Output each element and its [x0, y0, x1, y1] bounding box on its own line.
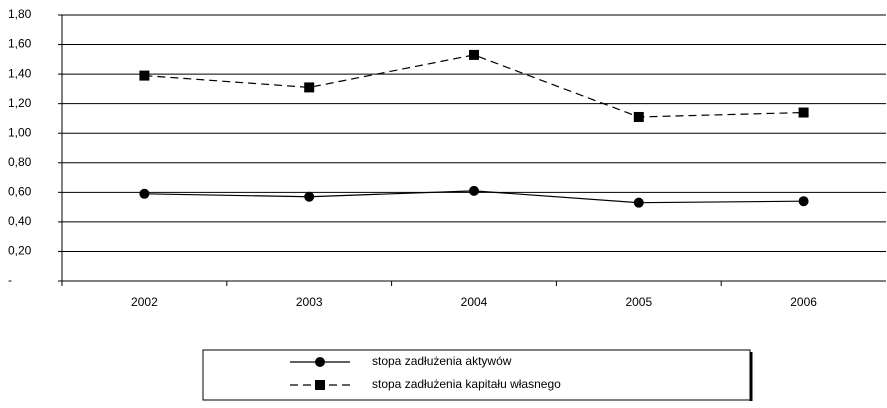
y-tick-label: 1,20 [8, 96, 32, 110]
y-tick-label: 1,60 [8, 37, 32, 51]
point [798, 196, 809, 207]
legend-marker [315, 357, 325, 367]
x-tick-label: 2004 [461, 295, 488, 309]
series-line [144, 54, 804, 118]
y-tick-label: 0,40 [8, 214, 32, 228]
legend-label: stopa zadłużenia aktywów [372, 354, 512, 368]
y-tick-label: 1,00 [8, 125, 32, 139]
y-tick-label: - [8, 273, 12, 287]
y-tick-label: 1,40 [8, 66, 32, 80]
point [633, 111, 644, 122]
legend-label: stopa zadłużenia kapitału własnego [372, 377, 561, 391]
y-tick-label: 0,20 [8, 244, 32, 258]
point [139, 188, 150, 199]
point [139, 70, 150, 81]
point [304, 191, 315, 202]
x-tick-label: 2003 [296, 295, 323, 309]
legend-box [202, 349, 751, 401]
point [633, 197, 644, 208]
point [798, 107, 809, 118]
point [469, 49, 479, 60]
point [304, 82, 315, 93]
y-tick-label: 0,80 [8, 155, 32, 169]
y-tick-label: 1,80 [8, 7, 32, 21]
y-tick-label: 0,60 [8, 185, 32, 199]
x-tick-label: 2006 [790, 295, 817, 309]
point [469, 185, 479, 196]
legend-marker [315, 380, 325, 390]
x-tick-label: 2002 [131, 295, 158, 309]
x-tick-label: 2005 [625, 295, 652, 309]
